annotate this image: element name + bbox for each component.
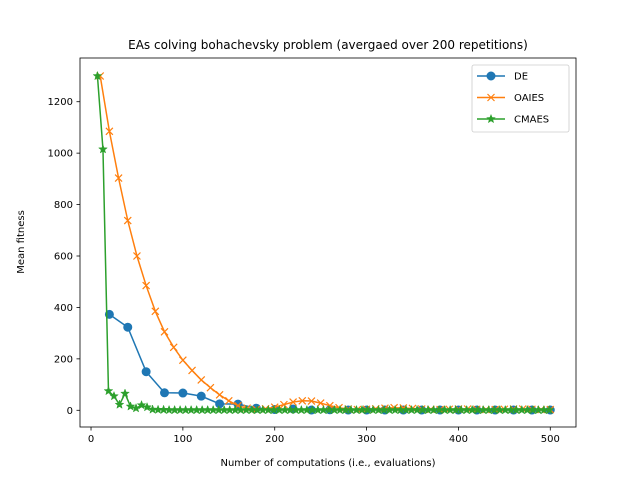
legend-label: DE [514, 72, 528, 83]
data-point [160, 327, 169, 336]
legend-marker [486, 71, 496, 81]
data-point [544, 404, 555, 415]
x-tick-label: 300 [357, 434, 376, 445]
series-layer [92, 70, 555, 415]
data-point [142, 281, 151, 290]
y-tick-label: 1200 [48, 97, 73, 108]
legend-label: OAIES [514, 93, 544, 104]
legend-box [471, 64, 570, 133]
x-axis: 0 100 200 300 400 500 [88, 427, 560, 445]
legend-marker [486, 113, 496, 124]
x-tick-label: 100 [173, 434, 192, 445]
data-point [316, 399, 325, 408]
legend-label: CMAES [514, 115, 549, 126]
data-point [114, 399, 125, 409]
data-point [141, 367, 151, 377]
x-tick-label: 0 [88, 434, 94, 445]
y-tick-label: 400 [54, 303, 73, 314]
data-point [279, 400, 288, 409]
data-point [160, 388, 170, 398]
data-point [188, 366, 196, 375]
data-point [215, 390, 224, 399]
data-point [151, 307, 160, 316]
data-point [197, 376, 206, 384]
x-tick-label: 400 [449, 434, 468, 445]
data-point [206, 383, 215, 392]
data-point [123, 216, 132, 225]
data-point [133, 252, 141, 260]
data-point [325, 401, 334, 410]
x-tick-label: 200 [265, 434, 284, 445]
data-point [109, 390, 119, 401]
data-point [215, 399, 225, 409]
y-tick-label: 800 [54, 200, 73, 211]
data-point [142, 401, 153, 412]
data-point [196, 391, 206, 401]
data-point [120, 388, 130, 398]
plot-frame [79, 57, 577, 428]
data-point [289, 398, 298, 406]
legend-item: OAIES [477, 93, 544, 104]
y-axis-label: Mean fitness [16, 210, 27, 274]
y-tick-label: 200 [54, 354, 73, 365]
y-tick-label: 0 [67, 406, 73, 417]
data-point [98, 144, 108, 154]
legend-item: CMAES [477, 113, 549, 126]
data-point [125, 401, 136, 411]
data-point [114, 174, 123, 183]
data-point [178, 388, 188, 398]
data-point [169, 343, 178, 352]
data-point [103, 385, 114, 396]
legend-marker [487, 93, 495, 102]
y-tick-label: 1000 [48, 149, 73, 160]
y-tick-label: 600 [54, 252, 73, 263]
chart-title: EAs colving bohachevsky problem (avergae… [128, 38, 528, 52]
data-point [307, 397, 316, 405]
x-axis-label: Number of computations (i.e., evaluation… [220, 458, 435, 469]
data-point [105, 127, 114, 136]
series-cmaes [92, 70, 555, 415]
data-point [298, 396, 307, 405]
data-point [178, 356, 187, 365]
data-point [136, 399, 147, 410]
data-point [224, 396, 233, 405]
data-point [123, 322, 133, 332]
legend-item: DE [477, 71, 528, 83]
x-tick-label: 500 [541, 434, 560, 445]
data-point [92, 70, 103, 81]
legend-items: DE OAIES CMAES [477, 71, 549, 126]
y-axis: 0 200 400 600 800 1000 1200 [48, 97, 80, 417]
legend: DE OAIES CMAES [471, 64, 570, 133]
